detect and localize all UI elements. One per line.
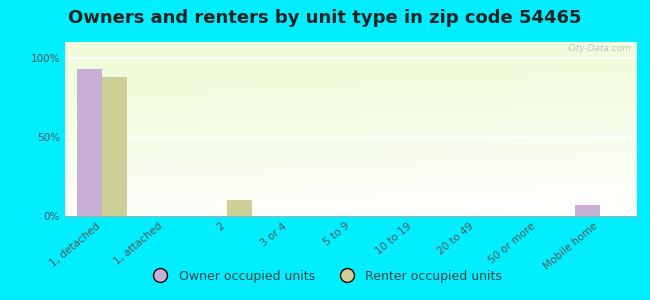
Bar — [575, 205, 600, 216]
Bar — [77, 69, 102, 216]
Bar — [102, 77, 127, 216]
Bar — [227, 200, 252, 216]
Text: Owners and renters by unit type in zip code 54465: Owners and renters by unit type in zip c… — [68, 9, 582, 27]
Legend: Owner occupied units, Renter occupied units: Owner occupied units, Renter occupied un… — [143, 265, 507, 288]
Text: City-Data.com: City-Data.com — [567, 44, 631, 53]
